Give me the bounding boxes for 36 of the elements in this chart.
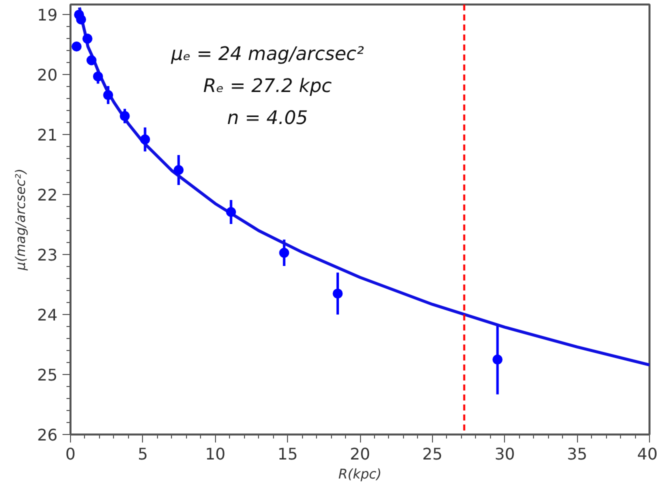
y-tick-label: 20 <box>37 66 58 85</box>
y-tick-label: 26 <box>37 426 58 444</box>
annotation: n = 4.05 <box>227 108 308 129</box>
x-tick-label: 10 <box>205 444 226 464</box>
point <box>120 111 130 122</box>
point <box>226 207 236 217</box>
y-tick-label: 25 <box>37 366 58 385</box>
y-tick-label: 23 <box>37 246 58 265</box>
x-tick-label: 40 <box>637 444 657 464</box>
x-axis-title: R(kpc) <box>338 468 382 482</box>
annotation: μₑ = 24 mag/arcsec² <box>170 44 364 65</box>
point <box>174 165 184 176</box>
x-tick-label: 15 <box>277 444 298 464</box>
line-series <box>78 6 650 366</box>
x-tick-label: 5 <box>138 444 148 464</box>
x-tick-label: 25 <box>422 444 443 464</box>
point <box>76 14 86 24</box>
point <box>279 248 290 258</box>
y-tick-label: 21 <box>37 126 58 145</box>
point <box>332 288 343 299</box>
y-axis-title: μ(mag/arcsec²) <box>14 168 30 272</box>
y-tick-label: 24 <box>37 306 58 325</box>
x-tick-label: 0 <box>65 444 76 464</box>
y-tick-label: 19 <box>37 6 58 25</box>
x-tick-label: 30 <box>494 444 515 464</box>
point <box>72 41 82 52</box>
x-tick-label: 20 <box>350 444 370 464</box>
point <box>103 90 114 100</box>
point <box>82 34 92 44</box>
x-tick-label: 35 <box>566 444 588 464</box>
annotation: Rₑ = 27.2 kpc <box>203 76 332 97</box>
point <box>86 55 96 66</box>
point <box>140 134 150 144</box>
point <box>492 354 503 365</box>
y-tick-label: 22 <box>37 186 58 205</box>
point <box>93 71 104 82</box>
